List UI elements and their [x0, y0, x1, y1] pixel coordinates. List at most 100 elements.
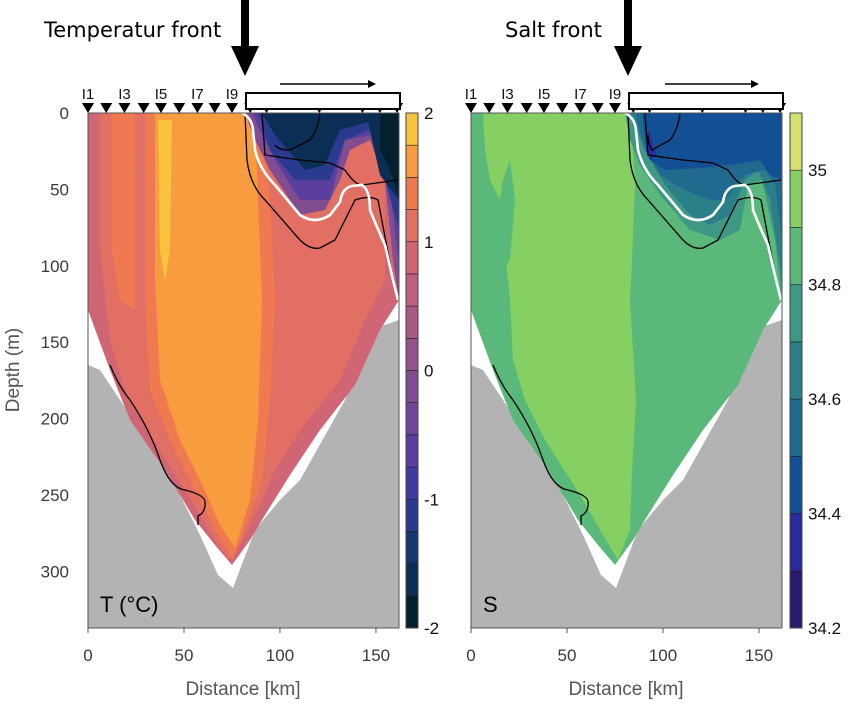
colorbar-segment [405, 338, 419, 371]
station-label: I3 [501, 86, 514, 103]
colorbar-tick-label: -1 [424, 490, 439, 509]
front-contour [241, 113, 399, 301]
x-tick-label: 100 [266, 646, 294, 665]
station-label: I7 [191, 86, 204, 103]
salinity-field [471, 113, 782, 565]
colorbar-segment [405, 305, 419, 339]
colorbar-frame [789, 112, 803, 629]
station-marker [574, 103, 587, 113]
colorbar-tick-label: 34.2 [808, 619, 841, 638]
colorbar-segment [789, 227, 803, 285]
station-label: I5 [538, 86, 551, 103]
colorbar-segment [789, 513, 803, 572]
front-arrow [614, 0, 642, 76]
station-marker [556, 103, 569, 113]
colorbar-tick-label: 35 [808, 161, 827, 180]
colorbar-segment [405, 273, 419, 307]
contour-line [244, 113, 396, 291]
colorbar-segment [405, 531, 419, 564]
contour-line [109, 364, 206, 525]
colorbar-segment [789, 169, 803, 228]
plot-frame [470, 112, 783, 629]
x-tick-label: 150 [745, 646, 773, 665]
colorbar-segment [405, 563, 419, 597]
contour-line [627, 113, 779, 291]
colorbar-tick-label: 0 [424, 362, 433, 381]
contour-line [274, 113, 321, 151]
transect-box [245, 80, 401, 110]
station-label: I1 [465, 86, 478, 103]
salt-front-title: Salt front [505, 18, 602, 42]
y-tick-label: 0 [60, 104, 69, 123]
x-tick-label: 50 [175, 646, 194, 665]
colorbar-tick-label: 34.6 [808, 390, 841, 409]
station-marker [537, 103, 550, 113]
colorbar-segment [405, 370, 419, 403]
y-axis-label: Depth (m) [3, 328, 24, 412]
colorbar-segment [405, 434, 419, 468]
station-marker [191, 103, 204, 113]
colorbar-segment [405, 144, 419, 178]
contour-line [492, 364, 589, 525]
station-label: I9 [609, 86, 622, 103]
x-tick-label: 0 [466, 646, 475, 665]
front-arrow [231, 0, 259, 76]
transect-box [628, 80, 784, 110]
colorbar-segment [789, 570, 803, 629]
station-label: I7 [574, 86, 587, 103]
x-tick-label: 150 [362, 646, 390, 665]
salinity-panel-label: S [483, 592, 498, 617]
y-tick-label: 250 [41, 486, 69, 505]
station-marker [591, 103, 604, 113]
station-marker [118, 103, 131, 113]
colorbar-tick-label: -2 [424, 619, 439, 638]
temperature-field [88, 113, 399, 565]
station-marker [137, 103, 150, 113]
station-marker [154, 103, 167, 113]
colorbar-segment [789, 398, 803, 457]
y-tick-label: 100 [41, 257, 69, 276]
colorbar-tick-label: 34.4 [808, 505, 841, 524]
y-tick-label: 50 [50, 180, 69, 199]
colorbar-segment [405, 241, 419, 275]
station-marker [465, 103, 477, 113]
temperature-panel-label: T (°C) [100, 592, 159, 617]
colorbar-segment [405, 402, 419, 436]
station-marker [100, 103, 113, 113]
colorbar-segment [789, 456, 803, 514]
station-label: I1 [82, 86, 95, 103]
station-marker [483, 103, 496, 113]
y-tick-label: 200 [41, 410, 69, 429]
y-tick-label: 150 [41, 333, 69, 352]
station-marker [82, 103, 94, 113]
station-marker [225, 103, 238, 113]
colorbar-segment [405, 595, 419, 629]
colorbar-segment [405, 177, 419, 210]
temperature-front-title: Temperatur front [43, 18, 221, 42]
station-marker [501, 103, 514, 113]
front-contour [624, 113, 782, 301]
x-axis-label-left: Distance [km] [185, 679, 300, 700]
contour-line [647, 113, 681, 151]
station-marker [173, 103, 186, 113]
station-label: I9 [226, 86, 239, 103]
colorbar-frame [405, 112, 419, 629]
station-label: I3 [118, 86, 131, 103]
station-marker [520, 103, 533, 113]
station-label: I5 [155, 86, 168, 103]
x-tick-label: 100 [649, 646, 677, 665]
y-tick-label: 300 [41, 562, 69, 581]
colorbar-tick-label: 34.8 [808, 276, 841, 295]
x-tick-label: 0 [83, 646, 92, 665]
colorbar-segment [405, 498, 419, 532]
colorbar-segment [789, 341, 803, 400]
colorbar-segment [789, 112, 803, 171]
temperature-panel: Temperatur front [3, 0, 439, 700]
colorbar-tick-label: 2 [424, 104, 433, 123]
salinity-panel: Salt front S [465, 0, 841, 700]
station-marker [608, 103, 621, 113]
plot-frame [87, 112, 400, 629]
colorbar-segment [405, 209, 419, 243]
station-marker [208, 103, 221, 113]
